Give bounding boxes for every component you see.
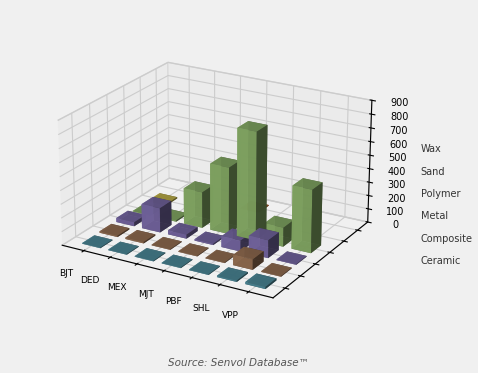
Text: Composite: Composite xyxy=(421,234,473,244)
Text: Wax: Wax xyxy=(421,144,441,154)
Text: Metal: Metal xyxy=(421,211,448,221)
Text: Source: Senvol Database™: Source: Senvol Database™ xyxy=(169,358,309,367)
Text: Ceramic: Ceramic xyxy=(421,256,461,266)
Text: Sand: Sand xyxy=(421,167,445,176)
Text: Polymer: Polymer xyxy=(421,189,460,199)
